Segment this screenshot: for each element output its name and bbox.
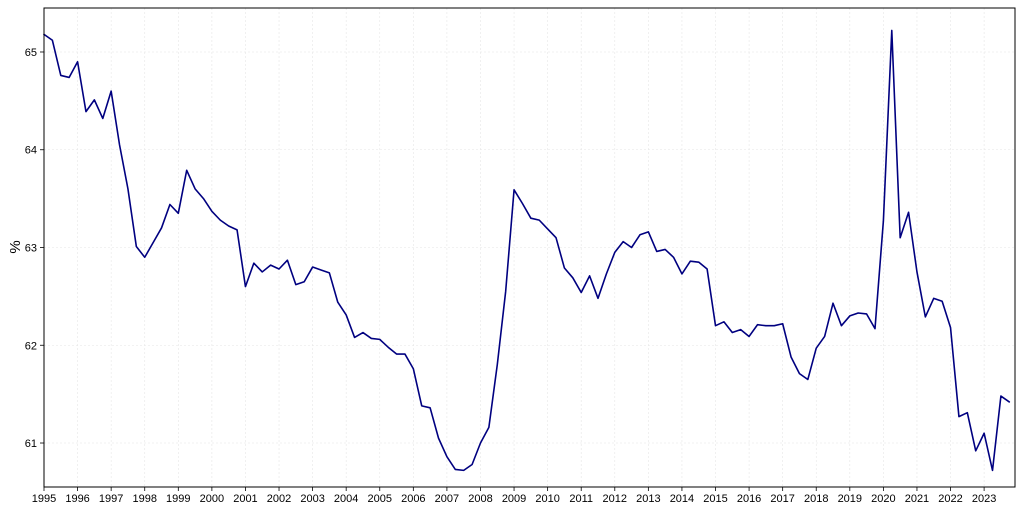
y-tick-label: 64 xyxy=(25,145,37,157)
x-tick-label: 2010 xyxy=(535,493,559,505)
x-tick-label: 1999 xyxy=(166,493,190,505)
x-tick-label: 2009 xyxy=(502,493,526,505)
x-tick-label: 2022 xyxy=(938,493,962,505)
series-layer xyxy=(43,29,1011,472)
x-tick-label: 2018 xyxy=(804,493,828,505)
x-tick-label: 2019 xyxy=(838,493,862,505)
x-tick-label: 2016 xyxy=(737,493,761,505)
x-tick-label: 2017 xyxy=(770,493,794,505)
x-tick-label: 1998 xyxy=(132,493,156,505)
x-tick-label: 1996 xyxy=(65,493,89,505)
x-tick-label: 2011 xyxy=(569,493,593,505)
x-tick-label: 2007 xyxy=(435,493,459,505)
x-tick-label: 1997 xyxy=(99,493,123,505)
y-tick-label: 65 xyxy=(25,47,37,59)
x-tick-label: 2013 xyxy=(636,493,660,505)
series-line-0 xyxy=(43,29,1011,472)
x-tick-label: 2006 xyxy=(401,493,425,505)
y-tick-label: 63 xyxy=(25,243,37,255)
x-tick-label: 2003 xyxy=(300,493,324,505)
x-tick-label: 2023 xyxy=(972,493,996,505)
y-axis: 61 62 63 64 65 xyxy=(25,47,44,450)
y-axis-label: % xyxy=(7,240,24,253)
x-tick-label: 2020 xyxy=(871,493,895,505)
y-tick-label: 61 xyxy=(25,438,37,450)
grid-lines xyxy=(43,8,1015,487)
x-tick-label: 2012 xyxy=(603,493,627,505)
x-tick-label: 2015 xyxy=(703,493,727,505)
x-tick-label: 2021 xyxy=(905,493,929,505)
x-tick-label: 2002 xyxy=(267,493,291,505)
x-axis: 1995 1996 1997 1998 1999 2000 2001 2002 2003 2004… xyxy=(32,487,996,505)
x-tick-label: 1995 xyxy=(32,493,56,505)
x-tick-label: 2004 xyxy=(334,493,358,505)
y-tick-label: 62 xyxy=(25,340,37,352)
x-tick-label: 2000 xyxy=(200,493,224,505)
x-tick-label: 2008 xyxy=(468,493,492,505)
x-tick-label: 2001 xyxy=(233,493,257,505)
x-tick-label: 2005 xyxy=(368,493,392,505)
x-tick-label: 2014 xyxy=(670,493,694,505)
